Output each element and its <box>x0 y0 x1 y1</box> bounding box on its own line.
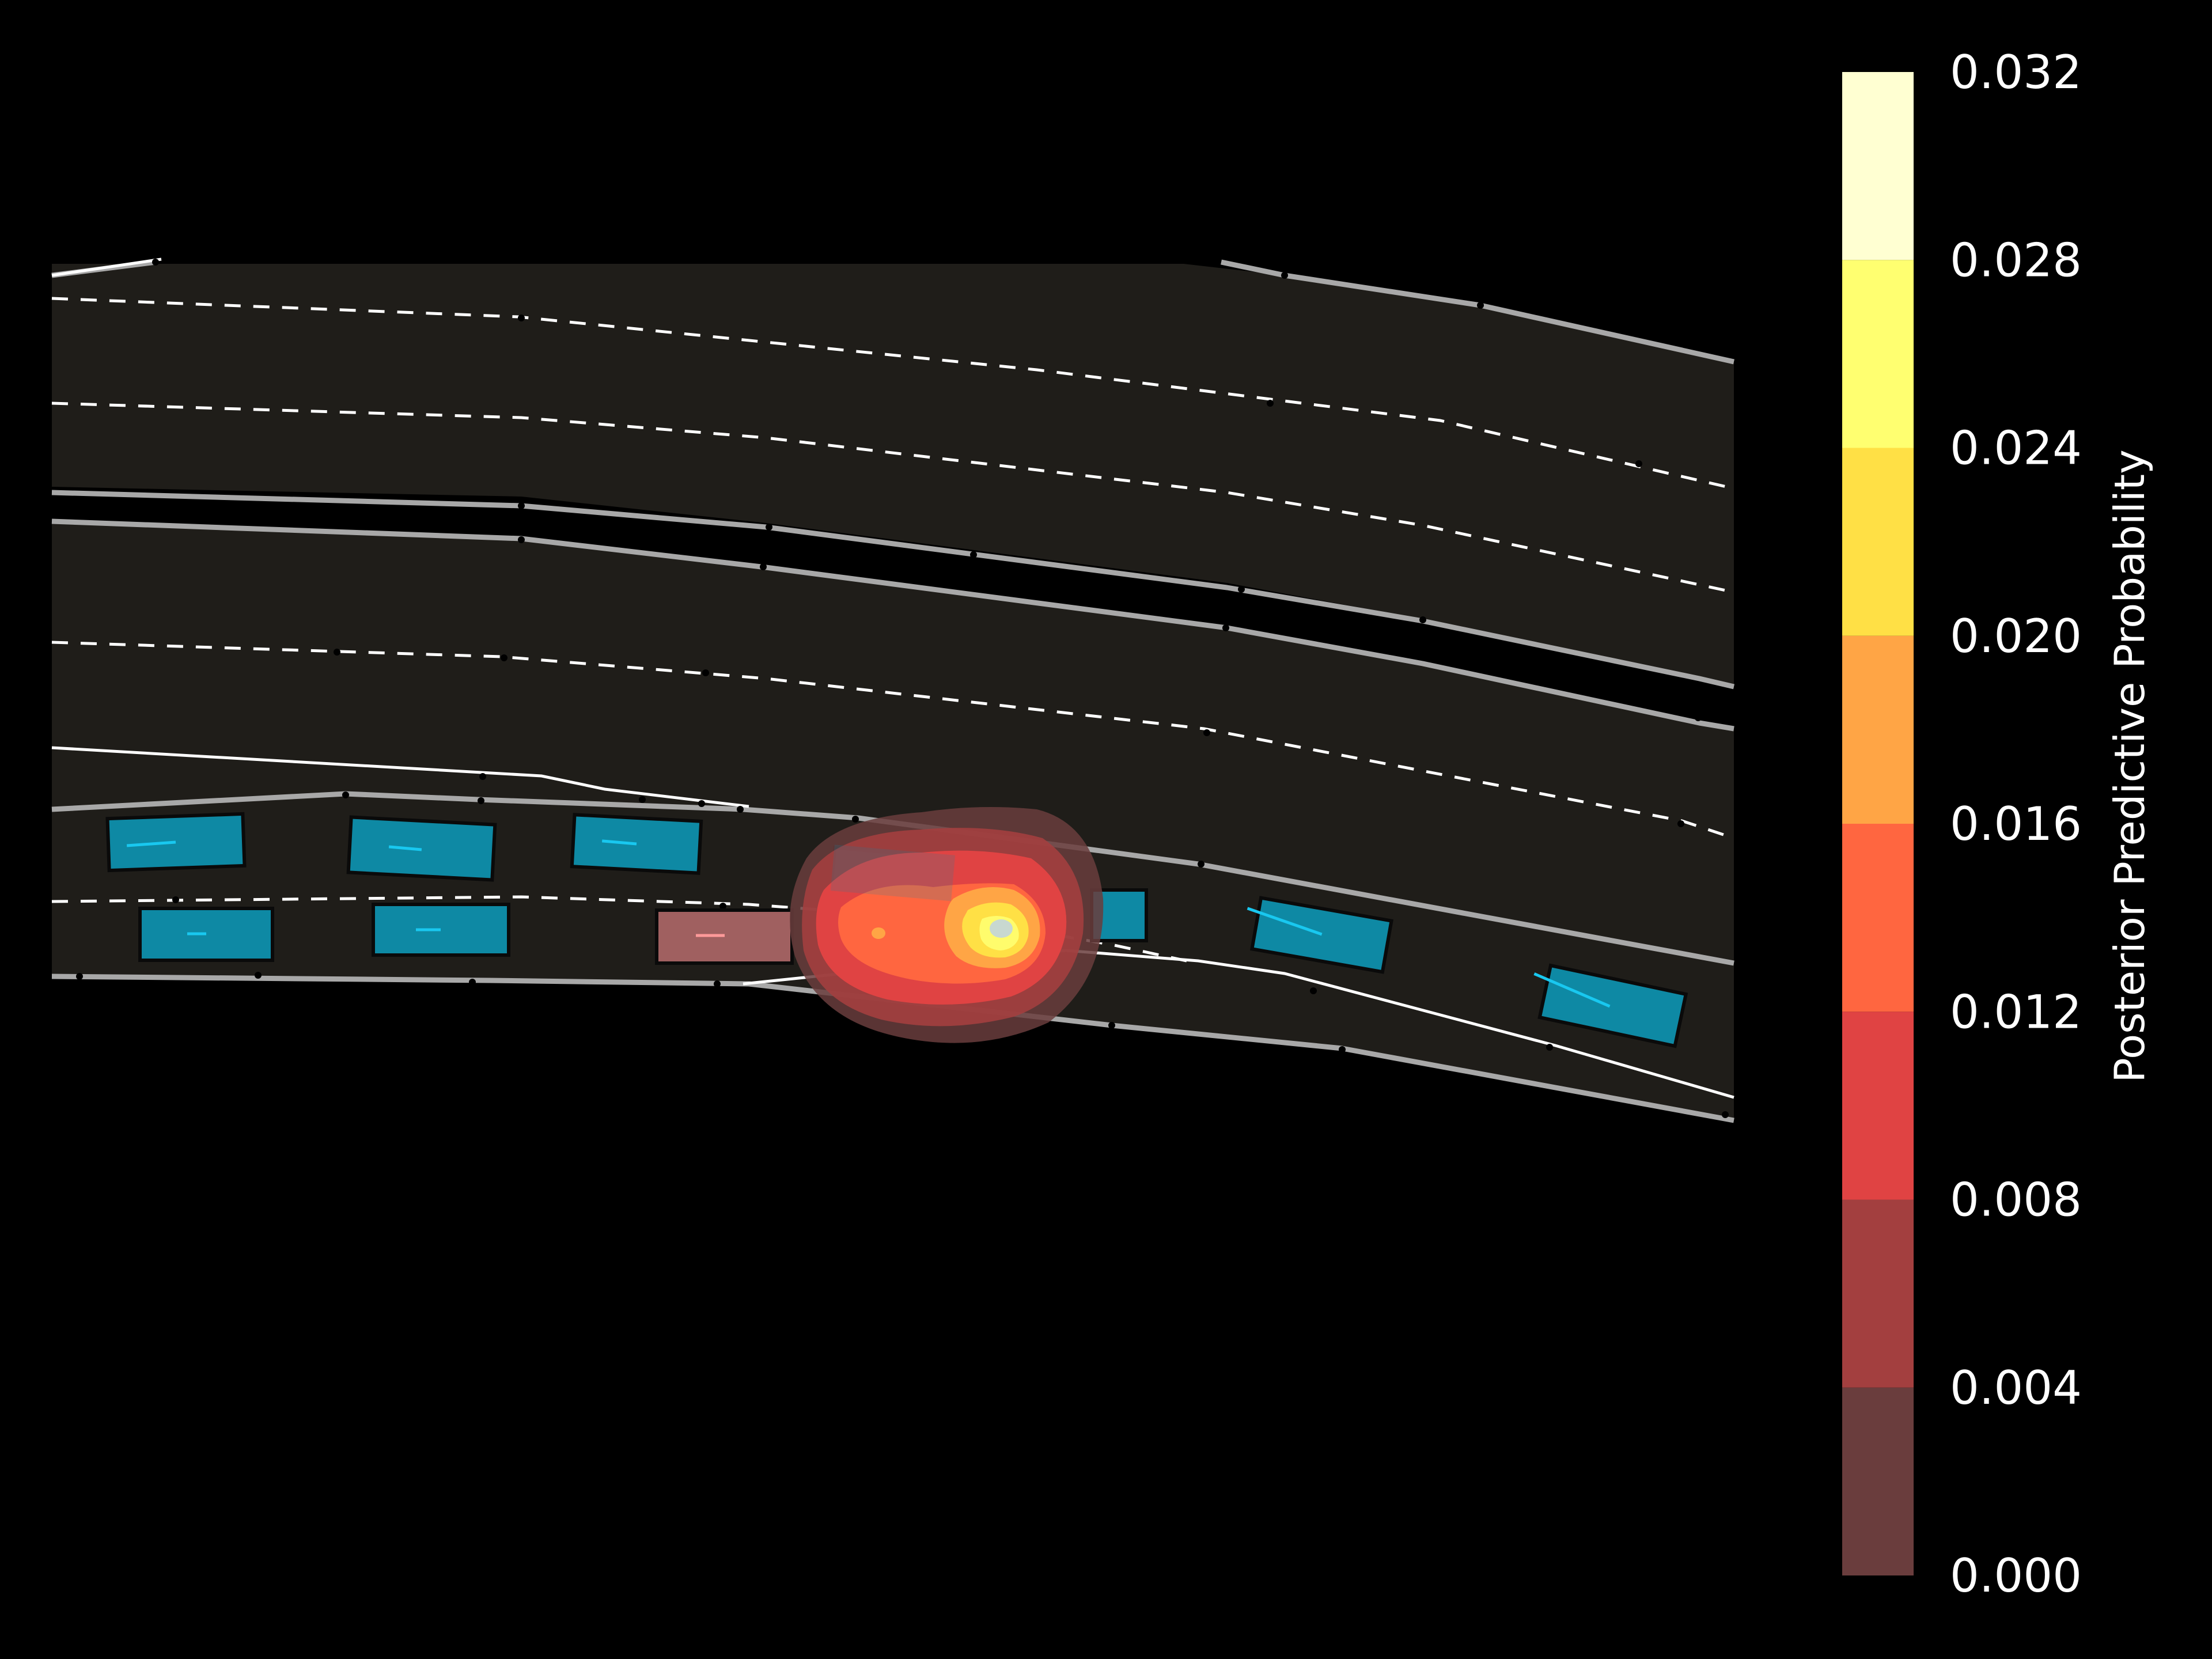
solid-line-top <box>51 257 162 277</box>
vehicle-4 <box>138 907 274 962</box>
vehicle-2 <box>346 815 497 882</box>
colorbar-level-6 <box>1842 448 1914 636</box>
dashed-line-1 <box>51 297 1734 490</box>
vehicle-5 <box>372 903 510 957</box>
colorbar-label: Posterior Predictive Probability <box>2105 449 2154 1082</box>
colorbar-level-3 <box>1842 1012 1914 1200</box>
colorbar-level-7 <box>1842 260 1914 448</box>
vehicle-8 <box>1247 896 1394 974</box>
colorbar-level-4 <box>1842 824 1914 1012</box>
colorbar-tick-label: 0.032 <box>1950 46 2082 99</box>
boundary-upper-top-right <box>1221 259 1734 365</box>
solid-line-middle <box>51 746 749 808</box>
colorbar-tick-label: 0.004 <box>1950 1361 2082 1415</box>
colorbar-tick-label: 0.016 <box>1950 797 2082 851</box>
colorbar-level-2 <box>1842 1199 1914 1388</box>
colorbar-tick-label: 0.020 <box>1950 609 2082 663</box>
vehicle-9 <box>1533 963 1688 1048</box>
density-level-8 <box>990 919 1013 938</box>
map-nodes <box>76 259 1729 1118</box>
colorbar-level-1 <box>1842 1387 1914 1575</box>
vehicles <box>105 812 1688 1048</box>
posterior-density <box>790 807 1104 1043</box>
vehicle-3 <box>570 813 703 875</box>
road-surface-upper <box>52 264 1734 688</box>
colorbar-ticks: 0.032 0.028 0.024 0.020 0.016 0.012 0.008 0.004… <box>1950 46 2082 1603</box>
colorbar-tick-label: 0.028 <box>1950 233 2082 287</box>
colorbar-tick-label: 0.008 <box>1950 1173 2082 1227</box>
colorbar-tick-label: 0.000 <box>1950 1549 2082 1603</box>
colorbar-tick-label: 0.024 <box>1950 422 2082 475</box>
vehicle-1 <box>105 812 247 873</box>
colorbar-level-8 <box>1842 72 1914 260</box>
occluded-vehicle <box>830 844 956 902</box>
density-secondary-mode <box>872 927 885 939</box>
ego-vehicle <box>655 908 794 965</box>
colorbar <box>1842 72 1914 1575</box>
colorbar-tick-label: 0.012 <box>1950 985 2082 1039</box>
colorbar-level-5 <box>1842 635 1914 824</box>
dashed-line-3 <box>51 641 1734 840</box>
